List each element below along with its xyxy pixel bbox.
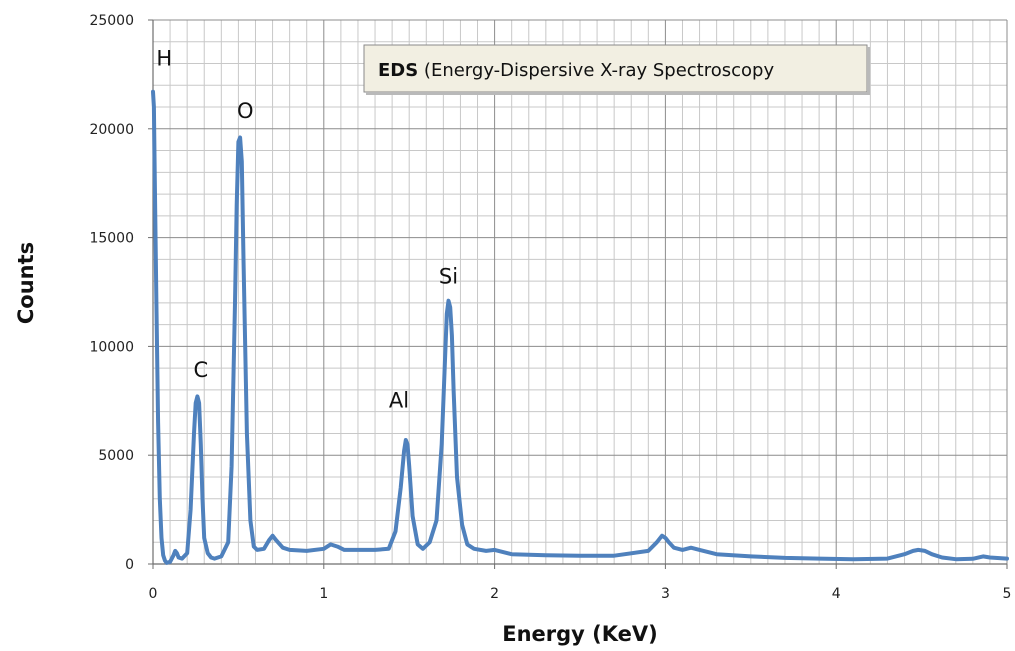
peak-labels: H C O Al Si: [156, 47, 458, 413]
x-tick-label: 1: [319, 586, 328, 602]
peak-label: Si: [439, 264, 458, 288]
y-tick-label: 20000: [89, 122, 134, 138]
y-tick-label: 15000: [89, 231, 134, 247]
annotation-text: EDS (Energy-Dispersive X-ray Spectroscop…: [378, 60, 774, 81]
x-tick-label: 5: [1003, 586, 1012, 602]
y-tick-label: 5000: [98, 448, 134, 464]
tick-labels: 0 1 2 3 4 5 0 5000 10000 15000 20000 25000: [89, 13, 1011, 602]
x-tick-label: 3: [661, 586, 670, 602]
y-tick-label: 25000: [89, 13, 134, 29]
peak-label: Al: [389, 388, 409, 412]
y-tick-label: 10000: [89, 339, 134, 355]
x-tick-label: 4: [832, 586, 841, 602]
annotation-box: EDS (Energy-Dispersive X-ray Spectroscop…: [363, 44, 870, 95]
peak-label: C: [193, 358, 208, 382]
grid: [153, 19, 1008, 564]
x-tick-label: 2: [490, 586, 499, 602]
x-axis-title: Energy (KeV): [502, 622, 658, 646]
peak-label: O: [237, 99, 254, 123]
x-tick-label: 0: [149, 586, 158, 602]
peak-label: H: [156, 47, 172, 71]
annotation-rest: (Energy-Dispersive X-ray Spectroscopy: [418, 60, 774, 81]
annotation-bold: EDS: [378, 60, 418, 81]
y-axis-title: Counts: [14, 242, 38, 324]
y-tick-label: 0: [125, 557, 134, 573]
series-group: [151, 89, 1009, 565]
spectrum-line: [151, 89, 1009, 565]
axes: [148, 19, 1008, 569]
